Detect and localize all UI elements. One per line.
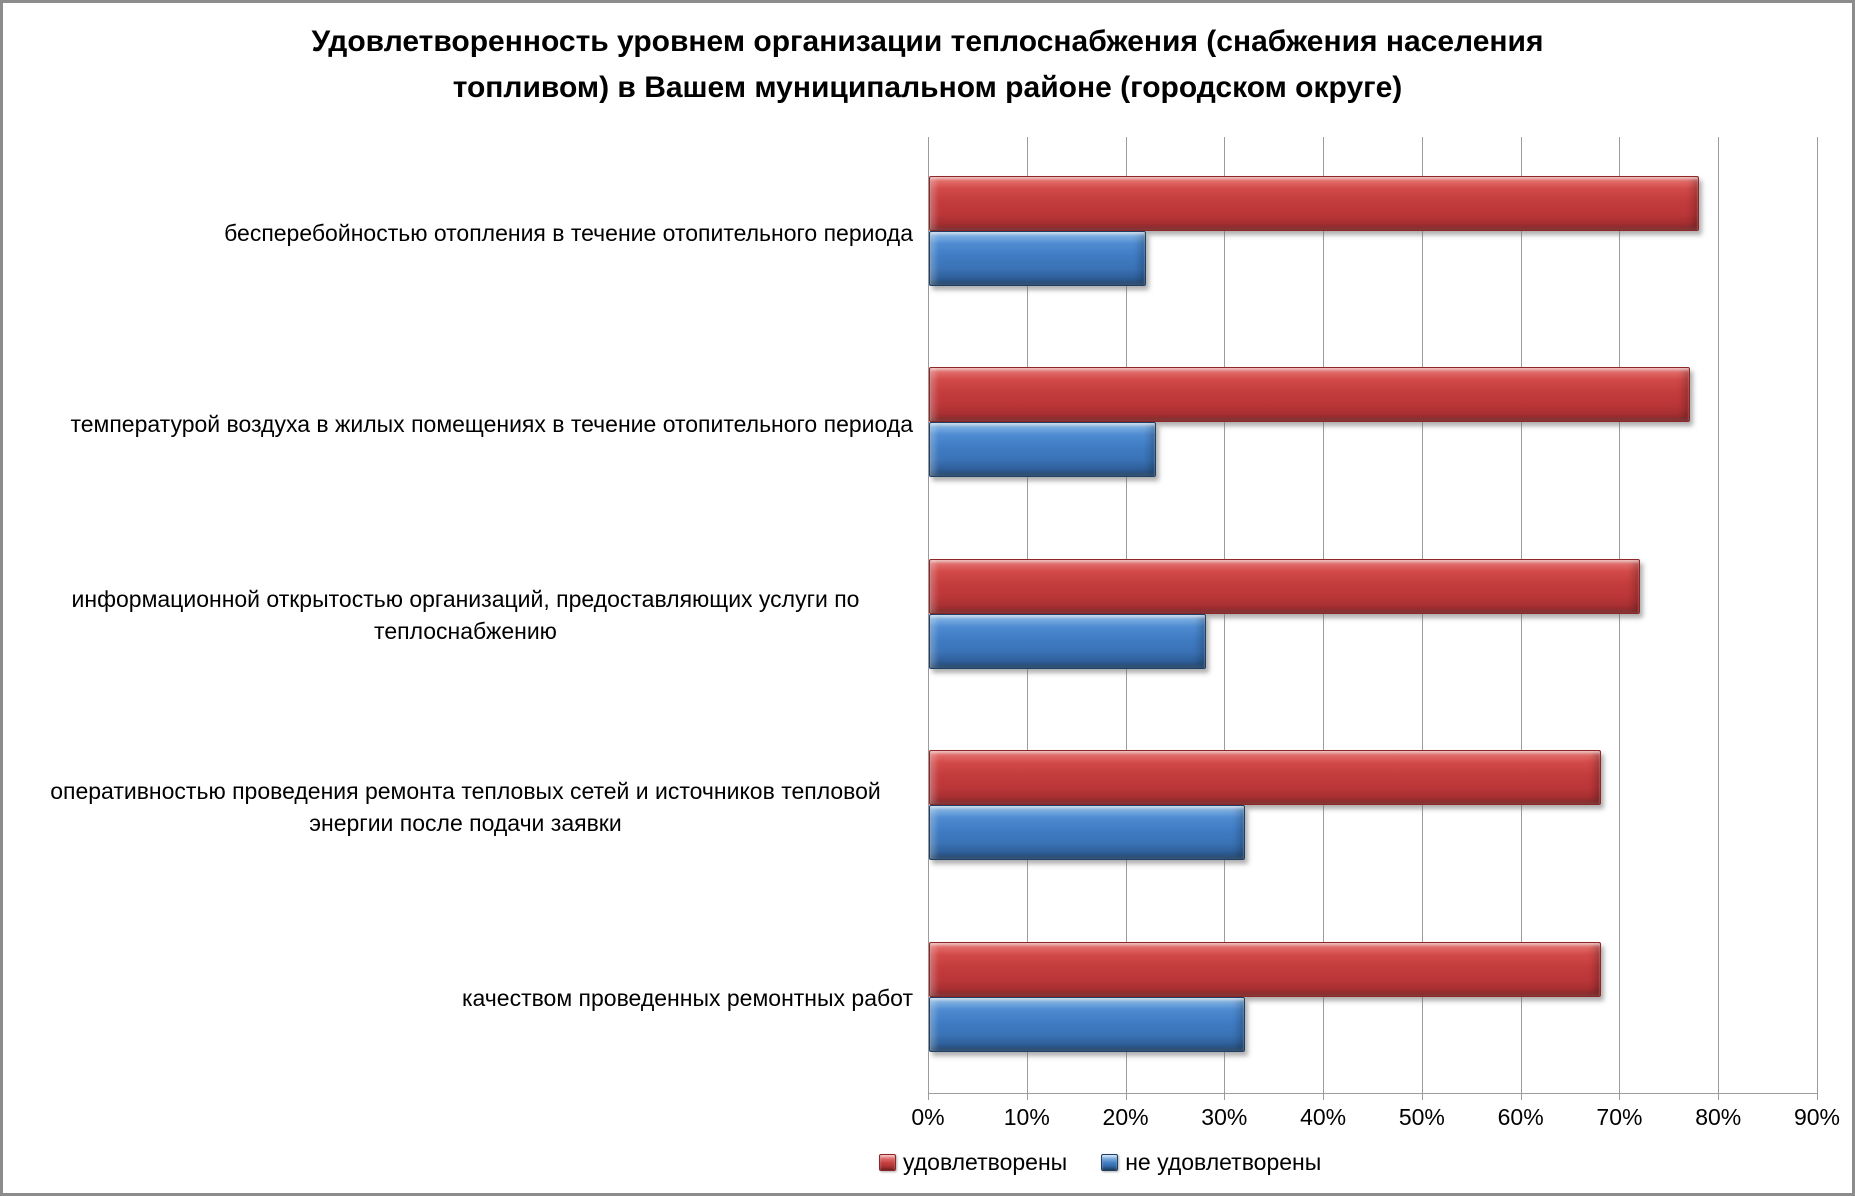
plot-area xyxy=(928,137,1818,1100)
category-axis-labels: бесперебойностью отопления в течение ото… xyxy=(18,137,913,1094)
axis-tick-mark xyxy=(1718,1093,1720,1100)
bar-not-satisfied xyxy=(929,422,1157,478)
bar-satisfied xyxy=(929,750,1601,806)
category-label-text: бесперебойностью отопления в течение ото… xyxy=(224,219,913,246)
x-tick-label: 10% xyxy=(1003,1104,1050,1130)
gridline xyxy=(1619,137,1621,1093)
bar-satisfied xyxy=(929,367,1690,423)
category-label: бесперебойностью отопления в течение ото… xyxy=(18,137,913,328)
legend-label: удовлетворены xyxy=(903,1149,1068,1175)
x-tick-label: 50% xyxy=(1398,1104,1445,1130)
bar-not-satisfied xyxy=(929,805,1246,861)
gridline xyxy=(1323,137,1325,1093)
gridline xyxy=(1520,137,1522,1093)
category-label-text: температурой воздуха в жилых помещениях … xyxy=(70,411,913,438)
x-axis-labels: 0% 10% 20% 30% 40% 50% 60% 70% 80% 90% xyxy=(911,1104,1840,1134)
x-tick-label: 60% xyxy=(1497,1104,1544,1130)
x-tick-label: 70% xyxy=(1596,1104,1643,1130)
legend-swatch-icon xyxy=(879,1154,896,1171)
axis-tick-mark xyxy=(1619,1093,1621,1100)
axis-tick-mark xyxy=(1323,1093,1325,1100)
category-label-text: качеством проведенных ремонтных работ xyxy=(461,985,913,1012)
legend-swatch-icon xyxy=(1101,1154,1119,1171)
x-tick-label: 40% xyxy=(1300,1104,1347,1130)
gridline xyxy=(1421,137,1423,1093)
category-label: информационной открытостью организаций, … xyxy=(18,520,913,711)
bar-group xyxy=(928,328,1817,519)
bar-group xyxy=(928,711,1817,902)
chart-title: Удовлетворенность уровнем организации те… xyxy=(311,25,1544,104)
axis-tick-mark xyxy=(1817,1093,1818,1100)
bar-not-satisfied xyxy=(929,996,1246,1052)
category-label-text: оперативностью проведения ремонта теплов… xyxy=(50,777,881,836)
bar-satisfied xyxy=(929,558,1641,614)
x-tick-label: 80% xyxy=(1695,1104,1742,1130)
x-tick-label: 20% xyxy=(1102,1104,1149,1130)
bar-group xyxy=(928,137,1817,328)
gridline xyxy=(1224,137,1226,1093)
bar-group xyxy=(928,903,1817,1094)
axis-tick-mark xyxy=(1421,1093,1423,1100)
bar-satisfied xyxy=(929,176,1700,231)
x-tick-label: 0% xyxy=(911,1104,945,1130)
axis-tick-mark xyxy=(1026,1093,1028,1100)
bar-not-satisfied xyxy=(929,613,1206,669)
legend: удовлетворены не удовлетворены xyxy=(879,1149,1321,1176)
axis-tick-mark xyxy=(1520,1093,1522,1100)
legend-item: не удовлетворены xyxy=(1101,1149,1321,1176)
axis-tick-mark xyxy=(928,1093,929,1100)
gridline xyxy=(1817,137,1818,1093)
category-label: температурой воздуха в жилых помещениях … xyxy=(18,328,913,519)
x-tick-label: 30% xyxy=(1201,1104,1248,1130)
axis-tick-mark xyxy=(1125,1093,1127,1100)
x-tick-label: 90% xyxy=(1793,1104,1841,1130)
legend-label: не удовлетворены xyxy=(1125,1149,1322,1175)
bar-not-satisfied xyxy=(929,231,1147,286)
category-label: оперативностью проведения ремонта теплов… xyxy=(18,711,913,902)
gridline xyxy=(1718,137,1720,1093)
bar-satisfied xyxy=(929,941,1601,997)
category-label: качеством проведенных ремонтных работ xyxy=(18,903,913,1094)
bar-group xyxy=(928,520,1817,711)
legend-item: удовлетворены xyxy=(879,1149,1067,1176)
category-label-text: информационной открытостью организаций, … xyxy=(71,586,860,645)
gridline xyxy=(928,137,929,1093)
axis-tick-mark xyxy=(1224,1093,1226,1100)
